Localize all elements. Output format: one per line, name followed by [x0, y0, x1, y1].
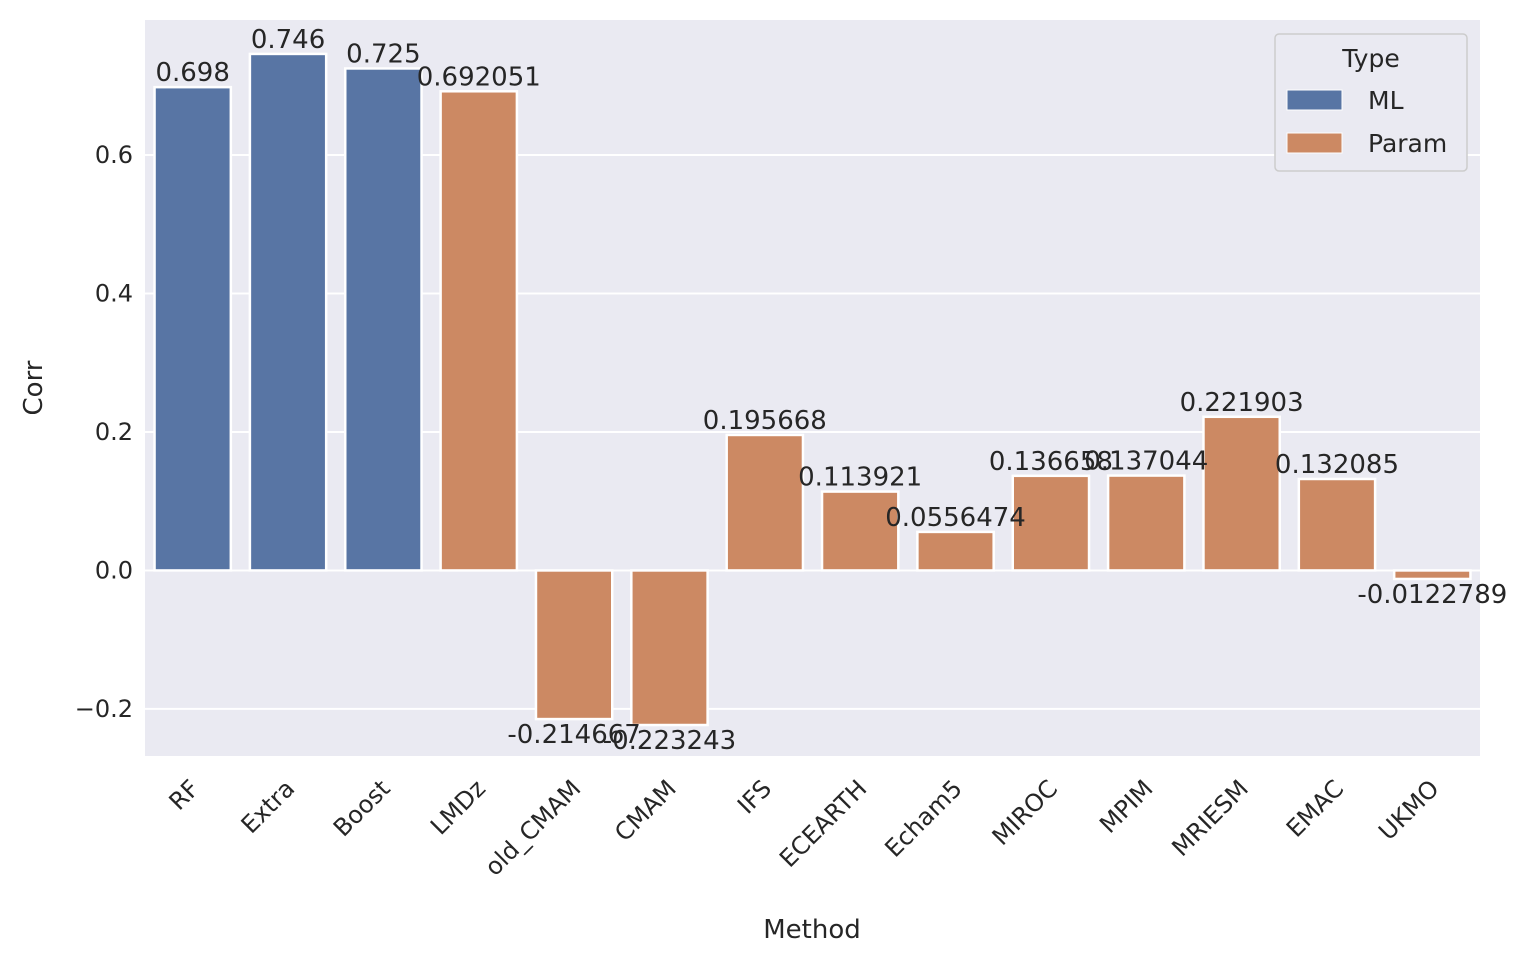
bar-Boost — [344, 67, 423, 572]
data-label: -0.0122789 — [1357, 580, 1507, 610]
legend-label: Param — [1368, 129, 1447, 158]
data-label: 0.725 — [346, 39, 420, 69]
data-label: 0.0556474 — [885, 503, 1026, 533]
y-tick-label: 0.4 — [95, 279, 133, 307]
data-label: 0.132085 — [1275, 450, 1399, 480]
x-tick-label: CMAM — [609, 774, 682, 847]
x-tick-label: LMDz — [425, 774, 491, 840]
data-label: 0.137044 — [1084, 447, 1208, 477]
data-label: -0.223243 — [603, 726, 736, 756]
x-tick-label: Boost — [328, 774, 396, 842]
bar-MRIESM — [1202, 415, 1281, 572]
bar-Echam5 — [916, 530, 995, 572]
data-label: 0.746 — [251, 25, 325, 55]
data-label: 0.221903 — [1180, 388, 1304, 418]
x-tick-label: MPIM — [1094, 774, 1158, 838]
x-tick-label: Echam5 — [879, 774, 967, 862]
y-tick-label: 0.2 — [95, 418, 133, 446]
x-tick-label: old_CMAM — [479, 774, 586, 881]
bar-ECEARTH — [820, 490, 900, 572]
legend-label: ML — [1368, 86, 1404, 115]
bar-EMAC — [1297, 477, 1377, 572]
data-label: 0.113921 — [798, 463, 922, 493]
bar-CMAM — [630, 569, 709, 727]
x-tick-label: ECEARTH — [774, 774, 872, 872]
legend-swatch — [1286, 132, 1343, 154]
bar-IFS — [725, 433, 805, 572]
x-tick-label: MIROC — [987, 774, 1063, 850]
bar-MIROC — [1011, 474, 1091, 572]
y-tick-label: −0.2 — [75, 695, 133, 723]
y-tick-label: 0.0 — [95, 556, 133, 584]
data-label: -0.214667 — [507, 720, 640, 750]
bar-RF — [153, 85, 233, 572]
x-tick-label: RF — [164, 774, 205, 815]
legend-title: Type — [1341, 44, 1399, 73]
data-label: 0.698 — [155, 58, 229, 88]
bar-MPIM — [1106, 474, 1186, 572]
x-tick-label: IFS — [732, 774, 777, 819]
data-label: 0.195668 — [703, 406, 827, 436]
legend: Type ML Param — [1274, 33, 1468, 172]
y-axis-ticks: −0.2 0.0 0.2 0.4 0.6 — [75, 141, 133, 723]
x-tick-label: Extra — [236, 774, 301, 839]
bar-old_CMAM — [534, 569, 614, 721]
bar-LMDz — [439, 90, 519, 572]
x-tick-label: UKMO — [1373, 774, 1444, 845]
y-axis-title: Corr — [19, 360, 49, 415]
x-tick-label: MRIESM — [1166, 774, 1253, 861]
bars — [153, 52, 1472, 727]
bar-UKMO — [1392, 569, 1472, 581]
bar-Extra — [248, 52, 328, 572]
legend-swatch — [1286, 89, 1343, 111]
data-label: 0.136658 — [989, 447, 1113, 477]
data-label: 0.692051 — [417, 62, 541, 92]
x-axis-title: Method — [763, 915, 861, 945]
x-tick-label: EMAC — [1281, 774, 1349, 842]
y-tick-label: 0.6 — [95, 141, 133, 169]
